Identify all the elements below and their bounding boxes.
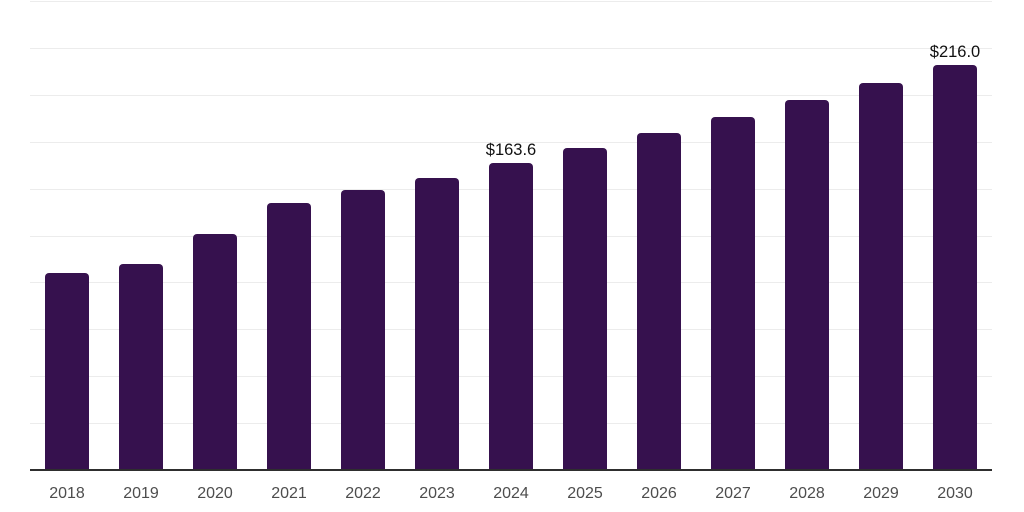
data-label-2030: $216.0 xyxy=(929,42,981,61)
x-tick-2029: 2029 xyxy=(863,485,899,502)
x-axis-line xyxy=(30,469,992,471)
gridline-250 xyxy=(30,1,992,2)
x-tick-2018: 2018 xyxy=(49,485,85,502)
x-tick-2020: 2020 xyxy=(197,485,233,502)
x-tick-2022: 2022 xyxy=(345,485,381,502)
x-tick-2021: 2021 xyxy=(271,485,307,502)
bar-2025 xyxy=(563,148,607,470)
x-tick-2030: 2030 xyxy=(937,485,973,502)
x-tick-2023: 2023 xyxy=(419,485,455,502)
x-tick-2028: 2028 xyxy=(789,485,825,502)
bar-2020 xyxy=(193,233,237,470)
bar-2028 xyxy=(785,100,829,470)
gridline-200 xyxy=(30,94,992,96)
bar-2029 xyxy=(859,82,903,470)
x-tick-2026: 2026 xyxy=(641,485,677,502)
data-label-2024: $163.6 xyxy=(485,141,537,160)
gridline-225 xyxy=(30,47,992,49)
bar-2022 xyxy=(341,190,385,470)
bar-2018 xyxy=(45,273,89,470)
bar-2024 xyxy=(489,163,533,470)
bar-2026 xyxy=(637,132,681,470)
bar-2021 xyxy=(267,202,311,470)
x-tick-2019: 2019 xyxy=(123,485,159,502)
x-tick-2025: 2025 xyxy=(567,485,603,502)
x-tick-2024: 2024 xyxy=(493,485,529,502)
bar-2023 xyxy=(415,177,459,470)
gridline-175 xyxy=(30,141,992,143)
bar-2019 xyxy=(119,264,163,470)
bar-2030 xyxy=(933,64,977,470)
x-tick-2027: 2027 xyxy=(715,485,751,502)
bar-2027 xyxy=(711,117,755,470)
